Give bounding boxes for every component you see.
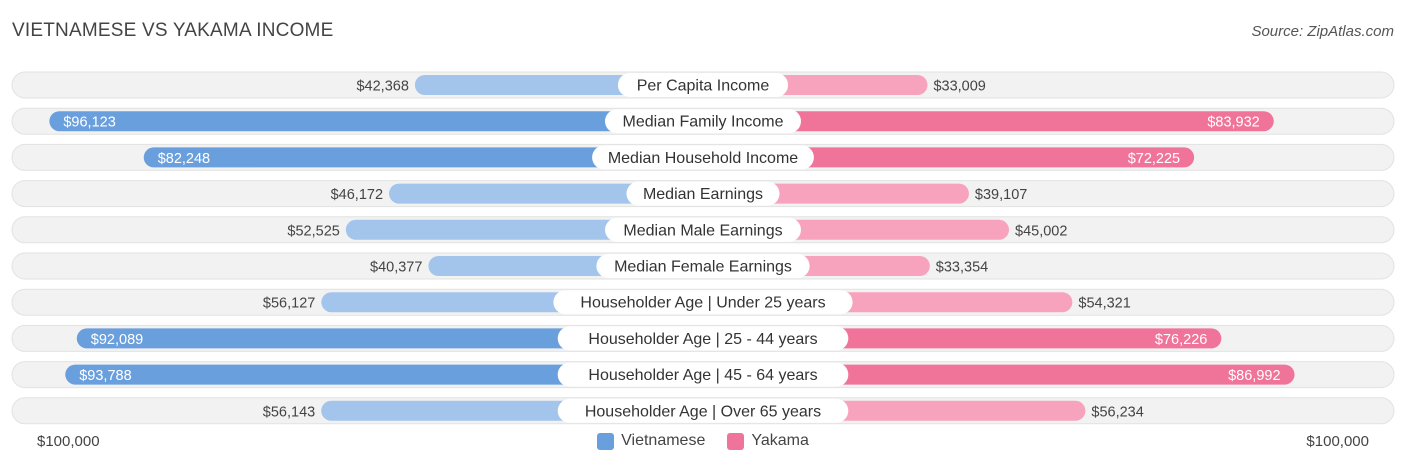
category-pill [557,362,849,387]
value-label-vietnamese: $56,127 [263,296,315,312]
category-pill [557,398,849,423]
category-label: Householder Age | 25 - 44 years [588,331,817,348]
value-label-yakama: $45,002 [1015,223,1067,239]
bar-vietnamese [49,111,704,132]
chart-title: VIETNAMESE VS YAKAMA INCOME [12,20,334,41]
legend-swatch-vietnamese [597,432,615,450]
category-pill [553,290,853,315]
value-label-yakama: $56,234 [1091,404,1143,420]
category-pill [605,217,801,242]
category-label: Median Male Earnings [623,222,782,239]
value-label-vietnamese: $56,143 [263,404,315,420]
value-label-yakama: $33,354 [936,260,988,276]
value-label-vietnamese: $93,788 [79,368,131,384]
bar-yakama [703,364,1295,385]
category-label: Householder Age | Over 65 years [585,403,821,420]
category-pill [592,145,814,170]
category-pill [605,109,801,134]
category-label: Householder Age | 45 - 64 years [588,367,817,384]
value-label-yakama: $54,321 [1078,296,1130,312]
category-label: Median Earnings [643,186,763,203]
category-label: Median Family Income [623,114,784,131]
chart-source: Source: ZipAtlas.com [1251,23,1394,40]
category-label: Per Capita Income [637,78,770,95]
value-label-vietnamese: $96,123 [63,115,115,131]
axis-right-label: $100,000 [1306,433,1369,450]
bar-vietnamese [65,364,704,385]
value-label-vietnamese: $40,377 [370,260,422,276]
bar-vietnamese [389,183,703,204]
value-label-yakama: $76,226 [1155,332,1207,348]
value-label-yakama: $33,009 [933,79,985,95]
legend-label-yakama: Yakama [751,432,809,449]
category-pill [596,254,810,278]
bar-yakama [703,111,1274,132]
value-label-yakama: $83,932 [1207,115,1259,131]
category-pill [626,181,780,206]
value-label-vietnamese: $82,248 [158,151,210,167]
value-label-yakama: $39,107 [975,187,1027,203]
value-label-yakama: $86,992 [1228,368,1280,384]
axis-left-label: $100,000 [37,433,100,450]
bar-yakama [703,147,1195,168]
legend: Vietnamese Yakama [0,432,1406,450]
category-pill [617,73,789,97]
legend-swatch-yakama [727,432,745,450]
category-label: Median Female Earnings [614,259,792,276]
category-label: Householder Age | Under 25 years [580,295,825,312]
legend-item-yakama[interactable]: Yakama [727,432,809,450]
bar-vietnamese [143,147,703,168]
value-label-yakama: $72,225 [1128,151,1180,167]
category-label: Median Household Income [608,150,798,167]
value-label-vietnamese: $92,089 [91,332,143,348]
value-label-vietnamese: $46,172 [331,187,383,203]
legend-label-vietnamese: Vietnamese [621,432,706,449]
bar-vietnamese [76,328,703,349]
category-pill [557,326,849,351]
value-label-vietnamese: $42,368 [356,79,408,95]
value-label-vietnamese: $52,525 [287,223,339,239]
legend-item-vietnamese[interactable]: Vietnamese [597,432,705,450]
